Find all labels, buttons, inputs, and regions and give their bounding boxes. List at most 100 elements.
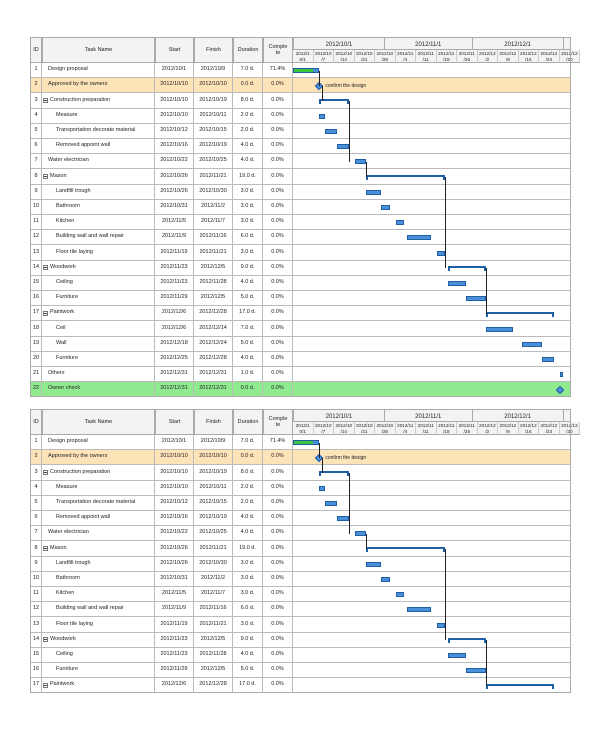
- task-bar[interactable]: [407, 607, 431, 613]
- header-complete[interactable]: Comple te: [263, 37, 293, 63]
- task-name[interactable]: Mason: [42, 169, 155, 184]
- summary-bar[interactable]: [486, 683, 554, 686]
- task-name[interactable]: Landfill trough: [42, 184, 155, 199]
- task-name[interactable]: Design proposal: [42, 63, 155, 78]
- task-row[interactable]: 8 Mason 2012/10/26 2012/11/21 19.0 d. 0.0%: [30, 541, 571, 557]
- task-row[interactable]: 2 Approved by the owners 2012/10/10 2012/10…: [30, 78, 571, 94]
- task-name[interactable]: Construction preparation: [42, 465, 155, 480]
- task-row[interactable]: 16 Furniture 2012/11/29 2012/12/5 5.0 d. 0.0%: [30, 291, 571, 307]
- task-name[interactable]: Woodwork: [42, 632, 155, 647]
- task-bar[interactable]: [380, 576, 390, 582]
- task-name[interactable]: Building wall and wall repair: [42, 602, 155, 617]
- task-row[interactable]: 7 Water electrician 2012/10/22 2012/10/25 4.…: [30, 154, 571, 170]
- task-bar[interactable]: [336, 516, 349, 522]
- task-bar[interactable]: [521, 341, 543, 347]
- collapse-icon[interactable]: [43, 97, 48, 103]
- task-name[interactable]: Kitchen: [42, 587, 155, 602]
- task-bar[interactable]: [407, 235, 431, 241]
- task-bar[interactable]: [436, 622, 446, 628]
- task-name[interactable]: Paintwork: [42, 678, 155, 693]
- task-row[interactable]: 20 Furniture 2012/12/25 2012/12/28 4.0 d. 0.0…: [30, 351, 571, 367]
- task-row[interactable]: 1 Design proposal 2012/10/1 2012/10/9 7.0 d.…: [30, 63, 571, 79]
- task-bar[interactable]: [325, 500, 337, 506]
- task-bar[interactable]: [448, 280, 466, 286]
- task-row[interactable]: 17 Paintwork 2012/12/6 2012/12/28 17.0 d. 0.0…: [30, 306, 571, 322]
- summary-bar[interactable]: [319, 471, 349, 473]
- summary-bar[interactable]: [448, 638, 487, 641]
- task-name[interactable]: Ceil: [42, 321, 155, 336]
- task-row[interactable]: 16 Furniture 2012/11/29 2012/12/5 5.0 d. 0.0%: [30, 663, 571, 679]
- task-name[interactable]: Floor tile laying: [42, 245, 155, 260]
- task-row[interactable]: 9 Landfill trough 2012/10/26 2012/10/30 3.0 …: [30, 184, 571, 200]
- task-name[interactable]: Measure: [42, 480, 155, 495]
- summary-bar[interactable]: [366, 175, 446, 177]
- task-bar[interactable]: [542, 356, 554, 362]
- task-row[interactable]: 18 Ceil 2012/12/6 2012/12/14 7.0 d. 0.0%: [30, 321, 571, 337]
- task-row[interactable]: 8 Mason 2012/10/26 2012/11/21 19.0 d. 0.0%: [30, 169, 571, 185]
- summary-bar[interactable]: [448, 266, 487, 269]
- collapse-icon[interactable]: [43, 173, 48, 179]
- task-row[interactable]: 19 Wall 2012/12/18 2012/12/24 5.0 d. 0.0%: [30, 336, 571, 352]
- task-bar[interactable]: [559, 372, 563, 378]
- task-row[interactable]: 5 Transportation decorate material 2012/10…: [30, 123, 571, 139]
- task-row[interactable]: 6 Removed appoint wall 2012/10/16 2012/10/1…: [30, 139, 571, 155]
- task-row[interactable]: 4 Measure 2012/10/10 2012/10/11 2.0 d. 0.0%: [30, 480, 571, 496]
- header-name[interactable]: Task Name: [42, 37, 155, 63]
- task-name[interactable]: Owner check: [42, 382, 155, 397]
- task-name[interactable]: Paintwork: [42, 306, 155, 321]
- header-finish[interactable]: Finish: [194, 409, 233, 435]
- task-name[interactable]: Approved by the owners: [42, 78, 155, 93]
- task-row[interactable]: 15 Ceiling 2012/11/23 2012/11/28 4.0 d. 0.0%: [30, 275, 571, 291]
- task-row[interactable]: 9 Landfill trough 2012/10/26 2012/10/30 3.0 …: [30, 556, 571, 572]
- task-name[interactable]: Furniture: [42, 291, 155, 306]
- task-bar[interactable]: [366, 561, 381, 567]
- task-name[interactable]: Design proposal: [42, 435, 155, 450]
- task-row[interactable]: 3 Construction preparation 2012/10/10 2012/…: [30, 465, 571, 481]
- task-bar[interactable]: [486, 326, 513, 332]
- collapse-icon[interactable]: [43, 545, 48, 551]
- task-name[interactable]: Ceiling: [42, 647, 155, 662]
- task-bar[interactable]: [319, 113, 326, 119]
- task-name[interactable]: Bathroom: [42, 199, 155, 214]
- task-row[interactable]: 13 Floor tile laying 2012/11/19 2012/11/21 3…: [30, 245, 571, 261]
- task-name[interactable]: Bathroom: [42, 571, 155, 586]
- task-name[interactable]: Transportation decorate material: [42, 123, 155, 138]
- task-bar[interactable]: [465, 668, 487, 674]
- collapse-icon[interactable]: [43, 265, 48, 271]
- task-name[interactable]: Transportation decorate material: [42, 495, 155, 510]
- task-name[interactable]: Removed appoint wall: [42, 511, 155, 526]
- task-row[interactable]: 5 Transportation decorate material 2012/10…: [30, 495, 571, 511]
- task-row[interactable]: 15 Ceiling 2012/11/23 2012/11/28 4.0 d. 0.0%: [30, 647, 571, 663]
- collapse-icon[interactable]: [43, 469, 48, 475]
- collapse-icon[interactable]: [43, 310, 48, 316]
- task-name[interactable]: Woodwork: [42, 260, 155, 275]
- task-name[interactable]: Construction preparation: [42, 93, 155, 108]
- task-bar[interactable]: [354, 531, 367, 537]
- task-name[interactable]: Furniture: [42, 351, 155, 366]
- task-name[interactable]: Approved by the owners: [42, 450, 155, 465]
- task-bar[interactable]: [448, 652, 466, 658]
- task-name[interactable]: Furniture: [42, 663, 155, 678]
- task-bar[interactable]: [380, 204, 390, 210]
- task-name[interactable]: Kitchen: [42, 215, 155, 230]
- task-bar[interactable]: [366, 189, 381, 195]
- task-bar[interactable]: [395, 592, 405, 598]
- summary-bar[interactable]: [366, 547, 446, 549]
- header-duration[interactable]: Duration: [233, 37, 263, 63]
- task-name[interactable]: Water electrician: [42, 526, 155, 541]
- task-name[interactable]: Mason: [42, 541, 155, 556]
- task-name[interactable]: Floor tile laying: [42, 617, 155, 632]
- task-name[interactable]: Ceiling: [42, 275, 155, 290]
- task-name[interactable]: Others: [42, 367, 155, 382]
- task-name[interactable]: Landfill trough: [42, 556, 155, 571]
- task-row[interactable]: 2 Approved by the owners 2012/10/10 2012/10…: [30, 450, 571, 466]
- header-finish[interactable]: Finish: [194, 37, 233, 63]
- summary-bar[interactable]: [486, 311, 554, 314]
- task-name[interactable]: Building wall and wall repair: [42, 230, 155, 245]
- task-bar[interactable]: [436, 250, 446, 256]
- task-bar[interactable]: [336, 144, 349, 150]
- task-bar[interactable]: [395, 220, 405, 226]
- task-bar[interactable]: [325, 128, 337, 134]
- header-complete[interactable]: Comple te: [263, 409, 293, 435]
- summary-bar[interactable]: [319, 99, 349, 101]
